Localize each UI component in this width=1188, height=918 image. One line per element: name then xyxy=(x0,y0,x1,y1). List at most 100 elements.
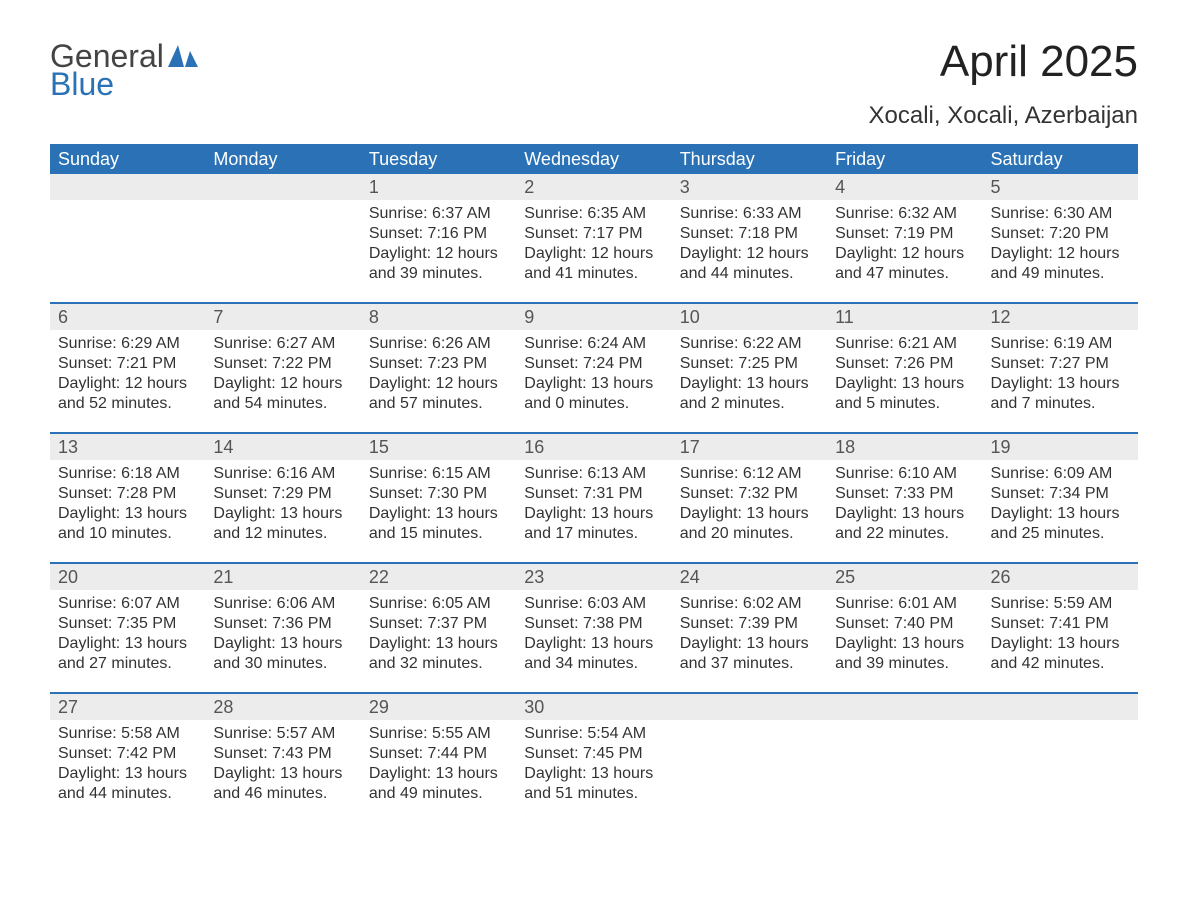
day-number: 29 xyxy=(361,694,516,720)
daylight2-text: and 20 minutes. xyxy=(680,524,819,544)
day-cell: 18Sunrise: 6:10 AMSunset: 7:33 PMDayligh… xyxy=(827,434,982,562)
day-details: Sunrise: 6:35 AMSunset: 7:17 PMDaylight:… xyxy=(516,200,671,292)
sunrise-text: Sunrise: 6:13 AM xyxy=(524,464,663,484)
day-details: Sunrise: 6:01 AMSunset: 7:40 PMDaylight:… xyxy=(827,590,982,682)
day-cell: 3Sunrise: 6:33 AMSunset: 7:18 PMDaylight… xyxy=(672,174,827,302)
day-cell: 15Sunrise: 6:15 AMSunset: 7:30 PMDayligh… xyxy=(361,434,516,562)
daylight1-text: Daylight: 13 hours xyxy=(58,764,197,784)
sunset-text: Sunset: 7:26 PM xyxy=(835,354,974,374)
empty-day-cell xyxy=(827,694,982,822)
sunrise-text: Sunrise: 6:26 AM xyxy=(369,334,508,354)
daylight1-text: Daylight: 13 hours xyxy=(369,764,508,784)
sunset-text: Sunset: 7:37 PM xyxy=(369,614,508,634)
sunset-text: Sunset: 7:28 PM xyxy=(58,484,197,504)
daylight2-text: and 12 minutes. xyxy=(213,524,352,544)
day-details: Sunrise: 6:19 AMSunset: 7:27 PMDaylight:… xyxy=(983,330,1138,422)
day-number: 17 xyxy=(672,434,827,460)
day-cell: 28Sunrise: 5:57 AMSunset: 7:43 PMDayligh… xyxy=(205,694,360,822)
sunset-text: Sunset: 7:44 PM xyxy=(369,744,508,764)
day-details: Sunrise: 6:33 AMSunset: 7:18 PMDaylight:… xyxy=(672,200,827,292)
sunset-text: Sunset: 7:29 PM xyxy=(213,484,352,504)
day-cell: 16Sunrise: 6:13 AMSunset: 7:31 PMDayligh… xyxy=(516,434,671,562)
day-cell: 11Sunrise: 6:21 AMSunset: 7:26 PMDayligh… xyxy=(827,304,982,432)
sunrise-text: Sunrise: 6:01 AM xyxy=(835,594,974,614)
daylight1-text: Daylight: 13 hours xyxy=(680,374,819,394)
day-cell: 30Sunrise: 5:54 AMSunset: 7:45 PMDayligh… xyxy=(516,694,671,822)
week-row: 27Sunrise: 5:58 AMSunset: 7:42 PMDayligh… xyxy=(50,692,1138,822)
sunset-text: Sunset: 7:34 PM xyxy=(991,484,1130,504)
weekday-header: Thursday xyxy=(672,149,827,170)
day-details xyxy=(50,200,205,296)
empty-day-bar xyxy=(205,174,360,200)
day-details: Sunrise: 6:12 AMSunset: 7:32 PMDaylight:… xyxy=(672,460,827,552)
sunset-text: Sunset: 7:36 PM xyxy=(213,614,352,634)
daylight1-text: Daylight: 13 hours xyxy=(524,634,663,654)
empty-day-cell xyxy=(50,174,205,302)
day-details: Sunrise: 6:15 AMSunset: 7:30 PMDaylight:… xyxy=(361,460,516,552)
day-cell: 27Sunrise: 5:58 AMSunset: 7:42 PMDayligh… xyxy=(50,694,205,822)
sunrise-text: Sunrise: 6:24 AM xyxy=(524,334,663,354)
day-number: 13 xyxy=(50,434,205,460)
sunset-text: Sunset: 7:16 PM xyxy=(369,224,508,244)
day-number: 5 xyxy=(983,174,1138,200)
weekday-header-row: SundayMondayTuesdayWednesdayThursdayFrid… xyxy=(50,144,1138,174)
day-cell: 1Sunrise: 6:37 AMSunset: 7:16 PMDaylight… xyxy=(361,174,516,302)
daylight1-text: Daylight: 12 hours xyxy=(524,244,663,264)
daylight1-text: Daylight: 13 hours xyxy=(524,764,663,784)
sunrise-text: Sunrise: 5:54 AM xyxy=(524,724,663,744)
day-number: 7 xyxy=(205,304,360,330)
empty-day-cell xyxy=(983,694,1138,822)
day-details: Sunrise: 6:30 AMSunset: 7:20 PMDaylight:… xyxy=(983,200,1138,292)
sunrise-text: Sunrise: 6:21 AM xyxy=(835,334,974,354)
daylight1-text: Daylight: 13 hours xyxy=(213,504,352,524)
daylight1-text: Daylight: 13 hours xyxy=(991,504,1130,524)
daylight2-text: and 42 minutes. xyxy=(991,654,1130,674)
day-details: Sunrise: 6:37 AMSunset: 7:16 PMDaylight:… xyxy=(361,200,516,292)
daylight1-text: Daylight: 12 hours xyxy=(369,374,508,394)
day-number: 22 xyxy=(361,564,516,590)
day-number: 2 xyxy=(516,174,671,200)
sunset-text: Sunset: 7:18 PM xyxy=(680,224,819,244)
day-details: Sunrise: 6:24 AMSunset: 7:24 PMDaylight:… xyxy=(516,330,671,422)
day-cell: 7Sunrise: 6:27 AMSunset: 7:22 PMDaylight… xyxy=(205,304,360,432)
daylight1-text: Daylight: 12 hours xyxy=(680,244,819,264)
sunset-text: Sunset: 7:32 PM xyxy=(680,484,819,504)
day-cell: 23Sunrise: 6:03 AMSunset: 7:38 PMDayligh… xyxy=(516,564,671,692)
daylight1-text: Daylight: 13 hours xyxy=(58,634,197,654)
week-row: 1Sunrise: 6:37 AMSunset: 7:16 PMDaylight… xyxy=(50,174,1138,302)
daylight2-text: and 44 minutes. xyxy=(680,264,819,284)
daylight2-text: and 57 minutes. xyxy=(369,394,508,414)
day-details: Sunrise: 6:05 AMSunset: 7:37 PMDaylight:… xyxy=(361,590,516,682)
sunrise-text: Sunrise: 5:58 AM xyxy=(58,724,197,744)
day-number: 9 xyxy=(516,304,671,330)
sunrise-text: Sunrise: 6:10 AM xyxy=(835,464,974,484)
daylight1-text: Daylight: 13 hours xyxy=(835,504,974,524)
day-number: 27 xyxy=(50,694,205,720)
day-details: Sunrise: 6:06 AMSunset: 7:36 PMDaylight:… xyxy=(205,590,360,682)
sunset-text: Sunset: 7:24 PM xyxy=(524,354,663,374)
daylight1-text: Daylight: 13 hours xyxy=(991,374,1130,394)
empty-day-bar xyxy=(672,694,827,720)
day-cell: 22Sunrise: 6:05 AMSunset: 7:37 PMDayligh… xyxy=(361,564,516,692)
day-number: 1 xyxy=(361,174,516,200)
daylight2-text: and 41 minutes. xyxy=(524,264,663,284)
day-number: 24 xyxy=(672,564,827,590)
sunrise-text: Sunrise: 6:09 AM xyxy=(991,464,1130,484)
day-number: 10 xyxy=(672,304,827,330)
day-number: 18 xyxy=(827,434,982,460)
sunset-text: Sunset: 7:40 PM xyxy=(835,614,974,634)
weeks-container: 1Sunrise: 6:37 AMSunset: 7:16 PMDaylight… xyxy=(50,174,1138,822)
header: General Blue April 2025 Xocali, Xocali, … xyxy=(50,40,1138,130)
daylight2-text: and 5 minutes. xyxy=(835,394,974,414)
daylight2-text: and 27 minutes. xyxy=(58,654,197,674)
day-details xyxy=(672,720,827,816)
day-cell: 14Sunrise: 6:16 AMSunset: 7:29 PMDayligh… xyxy=(205,434,360,562)
daylight2-text: and 30 minutes. xyxy=(213,654,352,674)
empty-day-bar xyxy=(983,694,1138,720)
day-details xyxy=(205,200,360,296)
sunrise-text: Sunrise: 5:55 AM xyxy=(369,724,508,744)
sunset-text: Sunset: 7:41 PM xyxy=(991,614,1130,634)
daylight1-text: Daylight: 13 hours xyxy=(680,504,819,524)
daylight1-text: Daylight: 13 hours xyxy=(835,634,974,654)
day-details: Sunrise: 6:10 AMSunset: 7:33 PMDaylight:… xyxy=(827,460,982,552)
